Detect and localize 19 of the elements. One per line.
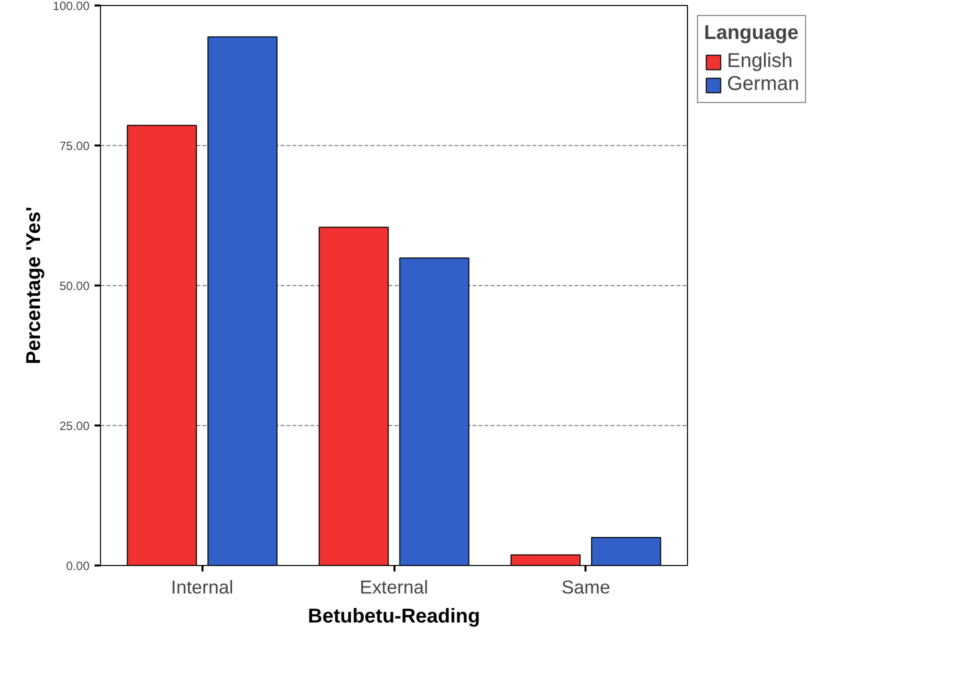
y-tick-label: 25.00: [59, 419, 90, 433]
bar: [510, 554, 581, 566]
bar: [318, 226, 389, 566]
y-tick-label: 0.00: [66, 559, 90, 573]
y-tick-label: 100.00: [52, 0, 90, 13]
x-tick-label: Internal: [171, 576, 234, 598]
y-tick-label: 50.00: [59, 279, 90, 293]
y-axis-title: Percentage 'Yes': [22, 206, 45, 364]
legend-label: German: [727, 73, 800, 96]
bar: [399, 258, 470, 566]
bar: [591, 537, 662, 566]
x-axis-title: Betubetu-Reading: [308, 606, 480, 628]
x-tick-label: External: [360, 576, 428, 598]
x-tick-label: Same: [561, 576, 610, 598]
bar: [207, 36, 278, 566]
legend-label: English: [727, 50, 793, 73]
y-tick-label: 75.00: [59, 139, 90, 153]
bar: [126, 124, 197, 566]
legend-title: Language: [704, 22, 800, 45]
